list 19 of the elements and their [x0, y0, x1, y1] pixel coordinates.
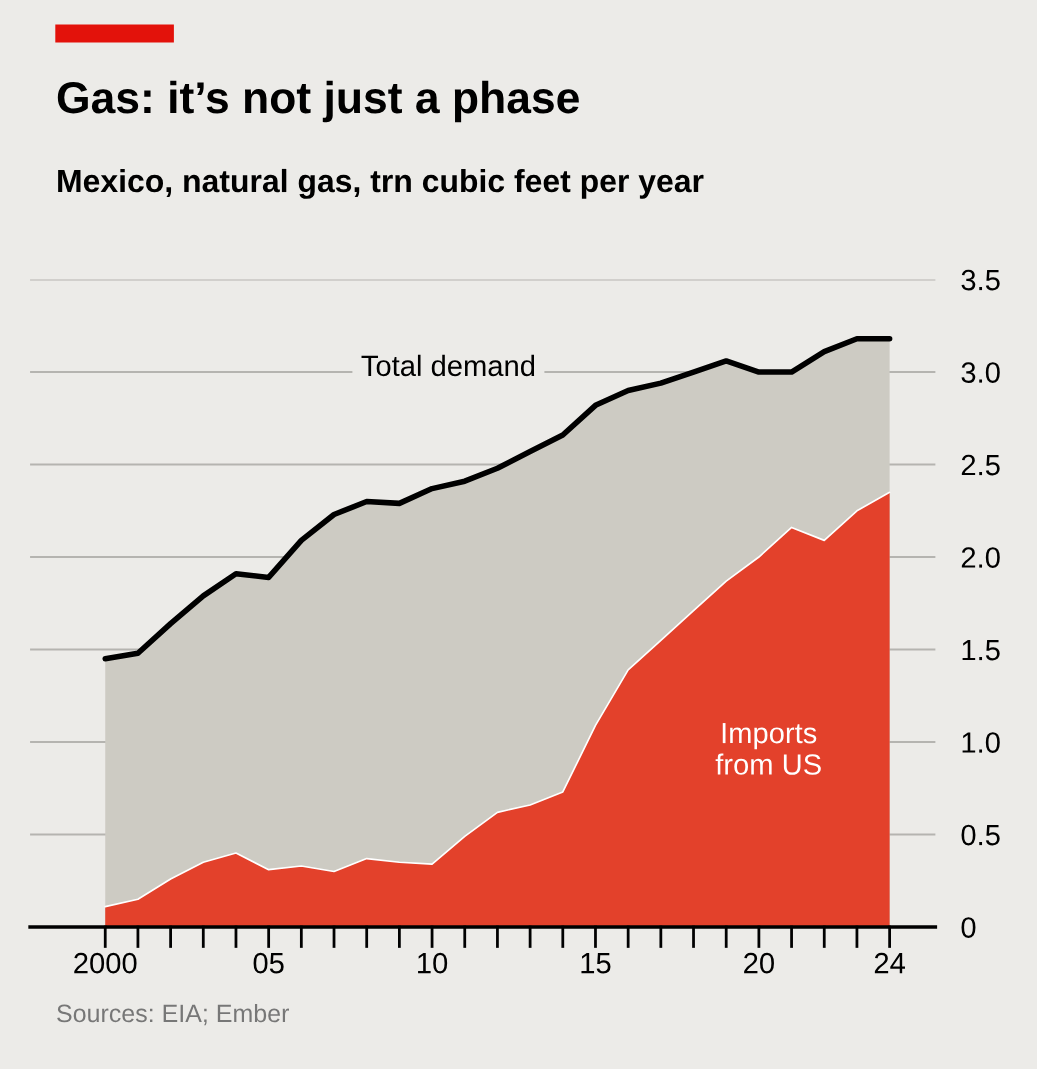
x-tick-label: 05: [253, 952, 284, 974]
y-tick-label: 2.5: [961, 454, 1000, 476]
source-note: Sources: EIA; Ember: [57, 1003, 290, 1026]
y-tick-label: 1.5: [962, 640, 1000, 661]
y-tick-label: 3.5: [961, 269, 1000, 291]
y-tick-label: 3.0: [961, 362, 1000, 383]
x-tick-label: 10: [418, 952, 448, 974]
text: Total demand: [361, 354, 535, 377]
y-tick-label: 0.5: [961, 824, 1000, 846]
x-tick-label: 2000: [74, 952, 137, 974]
x-tick-label: 20: [744, 952, 774, 974]
chart-subtitle: Mexico, natural gas, trn cubic feet per year: [58, 168, 704, 199]
series-label: Imports from US: [715, 723, 821, 775]
x-tick-label: 24: [874, 952, 905, 974]
y-tick-label: 0: [961, 917, 976, 938]
y-tick-label: 2.0: [961, 547, 1000, 568]
chart-title: Gas: it’s not just a phase: [57, 80, 579, 123]
x-tick-label: 15: [581, 953, 611, 974]
y-tick-label: 1.0: [962, 732, 1000, 753]
